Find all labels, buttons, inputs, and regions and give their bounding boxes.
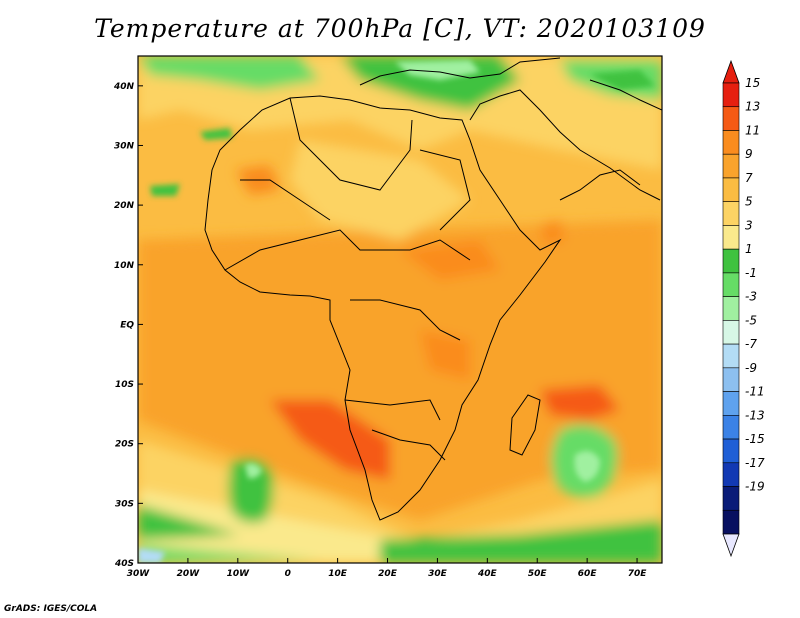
- colorbar-label: -3: [745, 290, 757, 304]
- lat-tick-label: 10N: [114, 261, 135, 271]
- lon-tick-label: 70E: [628, 569, 648, 579]
- colorbar-label: 1: [745, 242, 753, 256]
- colorbar-label: 3: [745, 218, 753, 232]
- lon-tick-label: 50E: [528, 569, 548, 579]
- colorbar-swatch: [722, 248, 740, 274]
- lon-tick-label: 30W: [127, 569, 151, 579]
- map-frame: [137, 55, 663, 564]
- colorbar-swatch: [722, 201, 740, 226]
- colorbar-label: -13: [745, 408, 765, 422]
- temperature-field: [138, 56, 662, 563]
- colorbar-bottom-triangle: [722, 533, 740, 558]
- colorbar-swatch: [722, 367, 740, 392]
- lon-tick-label: 30E: [428, 569, 448, 579]
- lat-tick-label: EQ: [120, 320, 134, 330]
- colorbar-label: -19: [745, 480, 765, 494]
- lat-tick-label: 40S: [114, 559, 134, 569]
- lat-tick-label: 40N: [113, 82, 135, 92]
- colorbar-label: -7: [745, 337, 757, 351]
- colorbar-label: -1: [745, 266, 757, 280]
- lat-tick-label: 20S: [115, 440, 134, 450]
- lat-tick-label: 20N: [114, 201, 135, 211]
- colorbar-swatch: [722, 177, 740, 202]
- colorbar-label: 13: [745, 100, 760, 114]
- colorbar-swatch: [722, 415, 740, 440]
- colorbar: 15 13 11 9 7 5 3 1 -1 -3 -5 -7 -9 -11 -13 -15 -17 -19: [722, 59, 765, 558]
- coastlines: [204, 57, 662, 521]
- colorbar-label: -11: [745, 385, 765, 399]
- colorbar-swatch: [722, 272, 740, 297]
- colorbar-label: 15: [745, 76, 760, 90]
- colorbar-label: 5: [745, 195, 753, 209]
- colorbar-label: -9: [745, 361, 757, 375]
- lat-tick-label: 30N: [114, 141, 135, 151]
- colorbar-swatch: [722, 320, 740, 345]
- colorbar-swatch: [722, 130, 740, 155]
- lon-tick-label: 20W: [177, 569, 201, 579]
- colorbar-swatch: [722, 509, 740, 535]
- lat-tick-label: 10S: [115, 380, 134, 390]
- colorbar-label: -5: [745, 313, 757, 327]
- colorbar-swatch: [722, 153, 740, 179]
- colorbar-swatch: [722, 486, 740, 511]
- map-title: Temperature at 700hPa [C], VT: 202010310…: [94, 14, 706, 43]
- lon-tick-label: 10E: [328, 569, 348, 579]
- colorbar-swatch: [722, 438, 740, 464]
- colorbar-label: 11: [745, 123, 760, 137]
- colorbar-swatch: [722, 106, 740, 131]
- lon-tick-label: 20E: [378, 569, 398, 579]
- colorbar-label: -17: [745, 456, 765, 470]
- credit-label: GrADS: IGES/COLA: [4, 604, 98, 614]
- colorbar-swatch: [722, 296, 740, 321]
- colorbar-swatch: [722, 462, 740, 487]
- lon-tick-label: 10W: [227, 569, 251, 579]
- lon-tick-label: 60E: [578, 569, 598, 579]
- colorbar-top-triangle: [722, 59, 740, 84]
- colorbar-label: -15: [745, 432, 765, 446]
- colorbar-swatch: [722, 225, 740, 250]
- longitude-axis: 30W 20W 10W 0 10E 20E 30E 40E 50E 60E 70E: [127, 558, 647, 579]
- lat-tick-label: 30S: [115, 499, 134, 509]
- colorbar-label: 9: [745, 147, 753, 161]
- lon-tick-label: 0: [285, 569, 291, 579]
- colorbar-swatch: [722, 343, 740, 369]
- colorbar-swatch: [722, 391, 740, 416]
- lon-tick-label: 40E: [477, 569, 498, 579]
- colorbar-label: 7: [745, 171, 753, 185]
- colorbar-swatch: [722, 82, 740, 108]
- latitude-axis: 40N 30N 20N 10N EQ 10S 20S 30S 40S: [113, 82, 143, 569]
